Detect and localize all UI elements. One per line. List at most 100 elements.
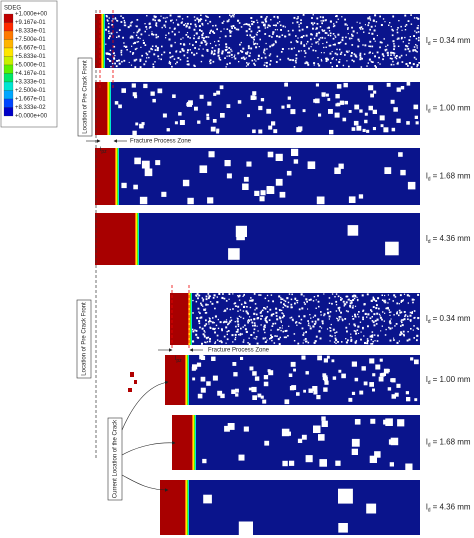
pore [114,62,116,65]
pore [264,56,267,59]
crack-edge [115,148,116,205]
pore [218,340,221,343]
pore [351,52,353,54]
pore [341,318,343,320]
pore [331,335,333,338]
pore [198,311,200,313]
pore [266,61,268,64]
pore [234,54,236,56]
pore [218,16,221,18]
pore [251,386,257,393]
pore [228,29,231,32]
pore [354,324,356,327]
pore [192,44,194,46]
pore [360,26,363,28]
pore [394,56,397,59]
pore [295,35,297,37]
value: = 0.34 mm [433,36,471,45]
pore [284,399,290,405]
pore [198,20,200,22]
pore [395,55,398,57]
pore [315,27,318,30]
pore [394,392,399,397]
pore [358,311,360,313]
pore [153,34,155,36]
pore [201,54,204,57]
pore [195,333,198,336]
pore [334,337,337,340]
pore [355,332,358,335]
pore [303,389,306,393]
pore [168,60,171,62]
pore [303,339,305,341]
pore [266,48,268,50]
pore [413,104,419,110]
pore [404,36,406,39]
pore [216,128,220,132]
pore [276,335,278,337]
pore [332,328,335,331]
pore [237,100,242,104]
pore [369,335,372,338]
pore [281,327,283,329]
pore [132,53,134,55]
pore [281,48,284,50]
pore [316,395,321,400]
pore [127,26,130,29]
pore [249,316,251,318]
pore [240,356,244,360]
pore [214,41,216,43]
pore [351,33,353,36]
legend-label: +5.833e-01 [15,54,46,60]
pore [302,14,305,16]
pore [165,34,167,36]
pore [347,33,349,35]
pore [295,321,298,323]
pore [179,15,181,18]
pore [371,320,374,322]
pore [238,61,240,63]
pore [207,321,210,323]
pore [264,62,266,64]
pore [349,304,352,307]
pore [392,16,394,18]
pore [362,128,366,132]
pore [209,59,212,62]
pore [359,52,362,55]
pore [393,45,396,48]
pore [340,51,343,54]
crack-edge [188,293,189,345]
pore [361,28,364,30]
pore [228,51,231,54]
pore [405,54,407,56]
pore [231,30,233,32]
pore [371,61,374,63]
pore [203,335,206,338]
pore [264,18,267,21]
pore [384,21,386,23]
pore [107,30,110,33]
pore [416,47,418,49]
pore [237,19,240,22]
panel-label: ld = 1.00 mm [426,375,471,386]
pore [193,16,196,18]
pore [390,99,395,104]
pore [321,327,323,329]
pore [217,40,220,42]
pore [410,14,412,16]
pore [337,33,340,36]
pore [108,17,110,19]
pore [238,315,241,317]
pore [313,341,316,344]
pore [255,336,258,338]
pore [362,310,364,312]
pore [126,49,128,51]
pore [105,43,107,45]
pore [180,22,183,24]
pore [373,19,375,21]
pore [374,40,376,42]
pore [351,59,354,62]
pore [128,61,130,63]
pore [296,21,299,24]
pore [224,160,231,167]
